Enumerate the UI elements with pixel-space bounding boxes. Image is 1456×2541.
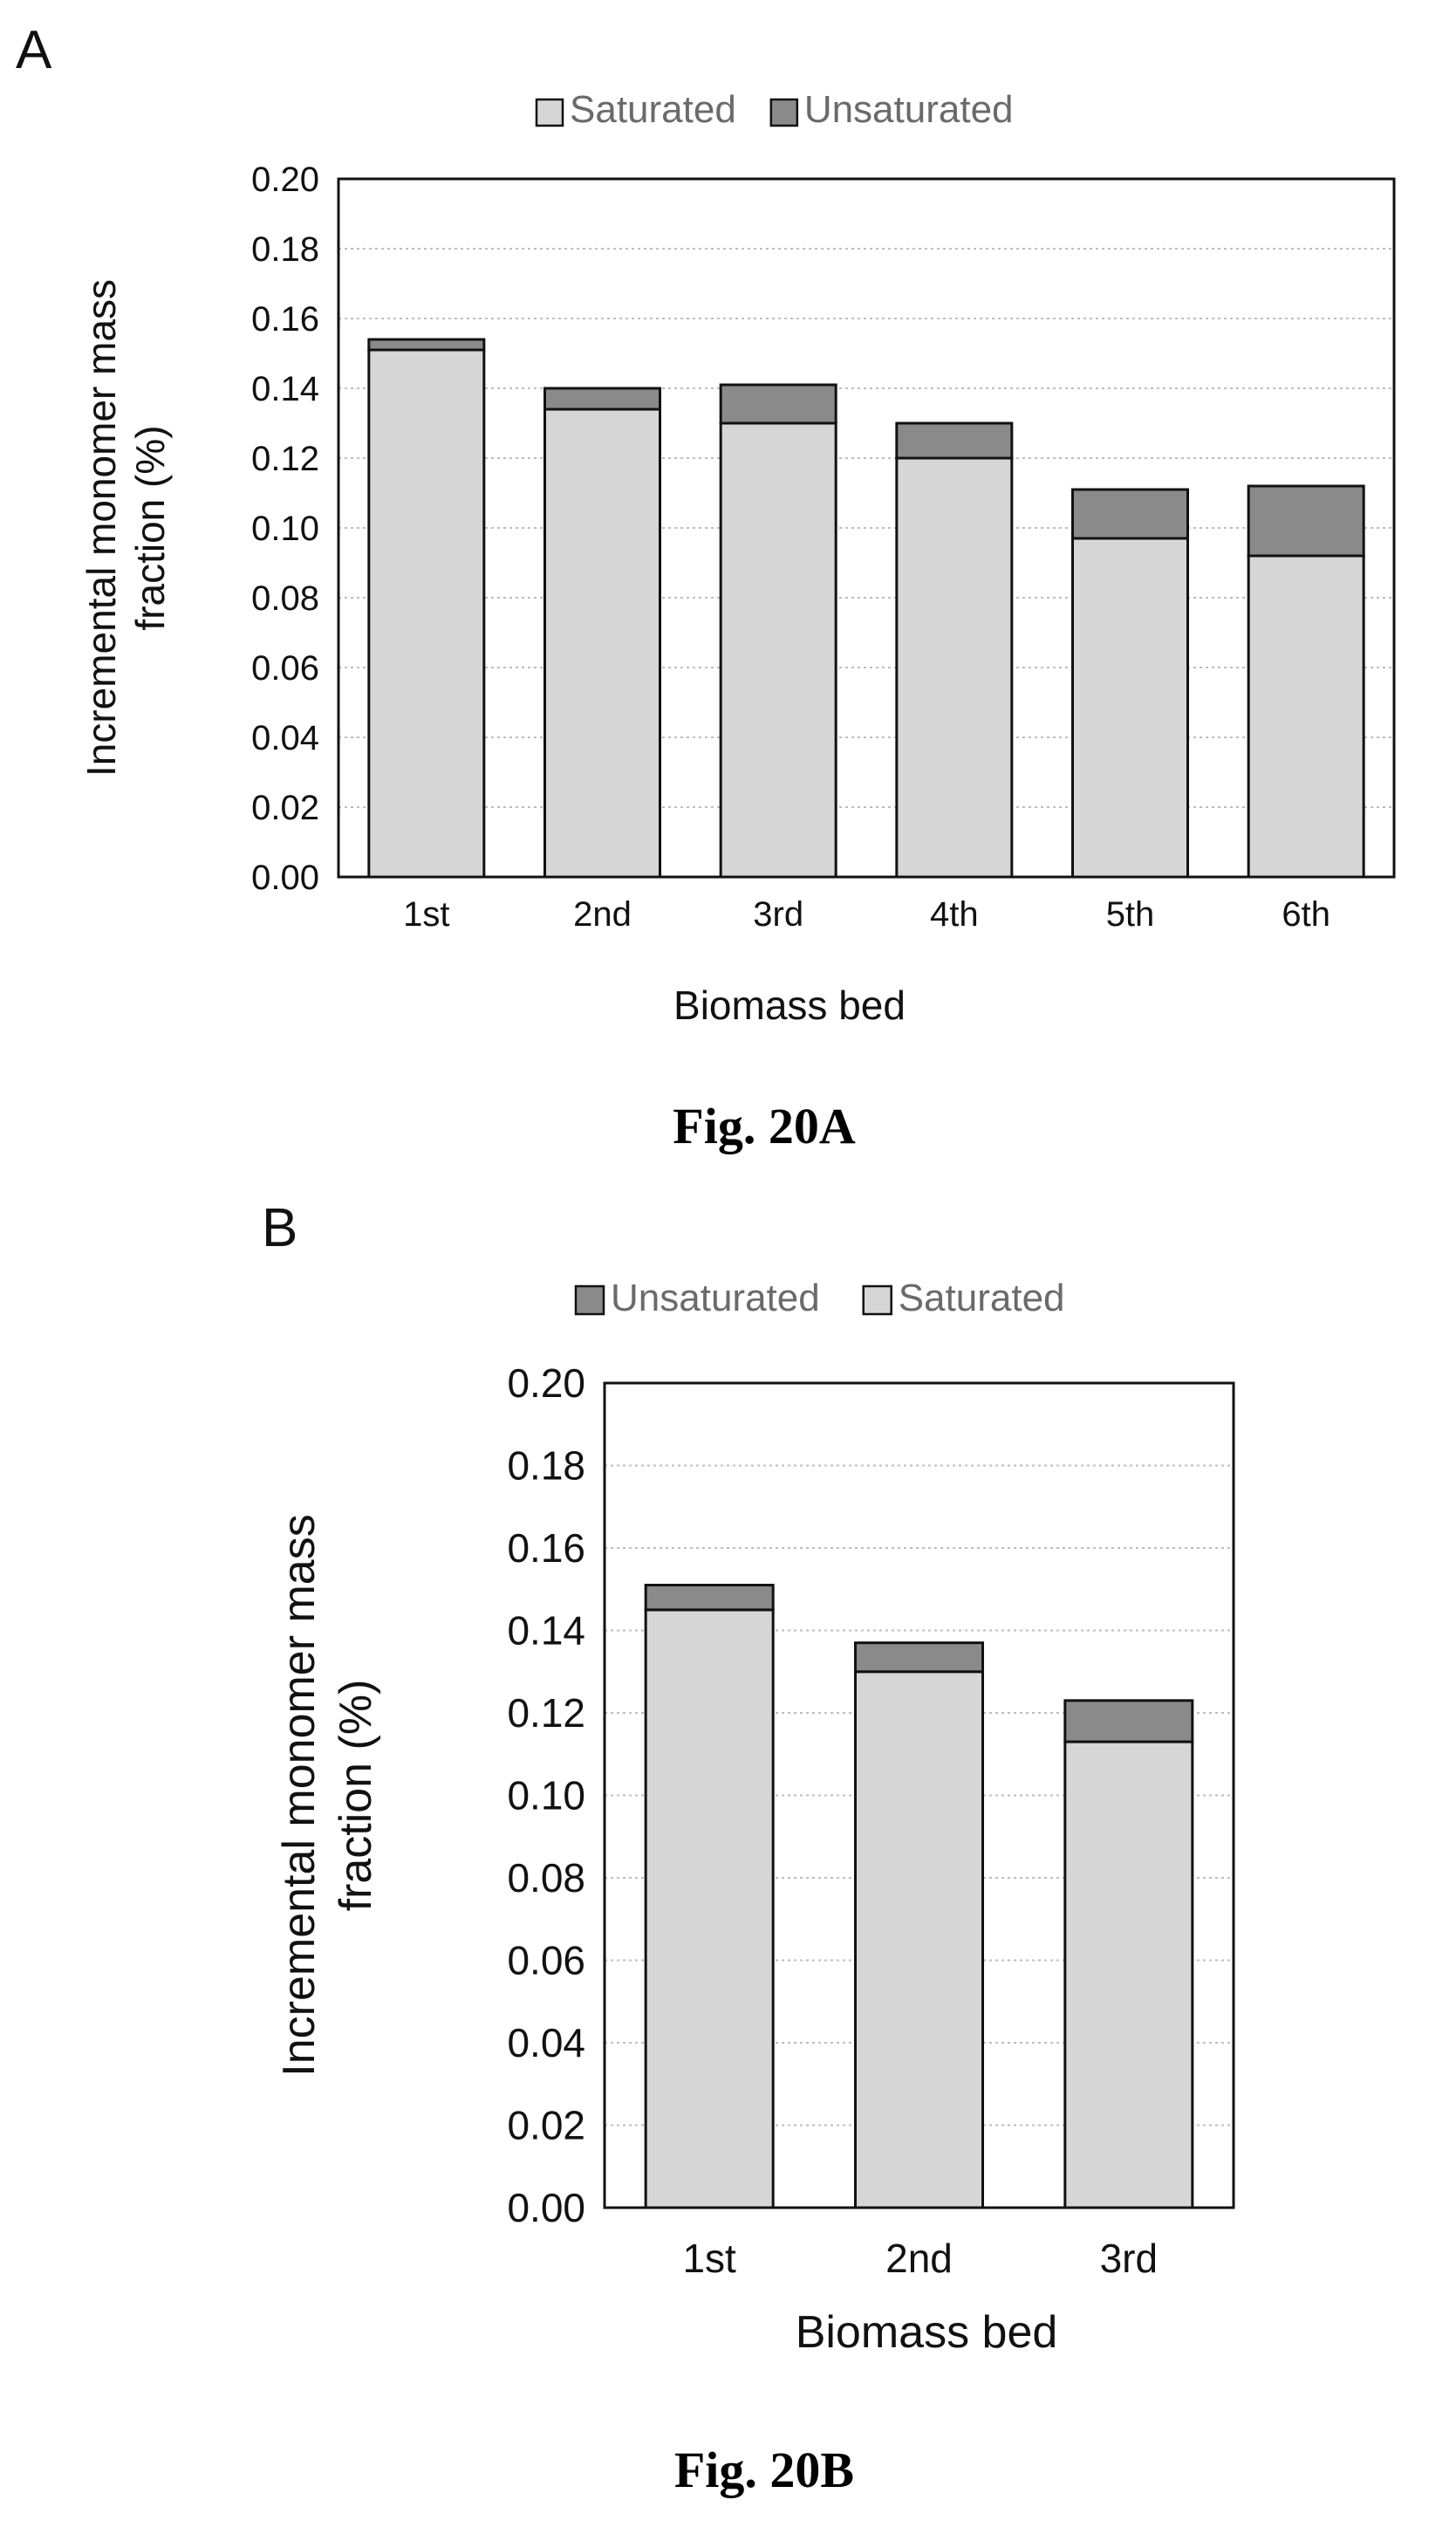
y-tick-label: 0.00 xyxy=(507,2185,585,2230)
legend-swatch-saturated xyxy=(862,1284,892,1316)
x-tick-label: 1st xyxy=(403,895,449,934)
bar-unsaturated-5th xyxy=(1071,488,1189,540)
y-tick-label: 0.04 xyxy=(507,2020,585,2065)
figure-caption-a: Fig. 20A xyxy=(673,1098,856,1154)
figure-caption-b: Fig. 20B xyxy=(674,2442,854,2498)
y-tick-label: 0.04 xyxy=(251,719,319,757)
y-tick-label: 0.06 xyxy=(507,1938,585,1983)
bar-saturated-6th xyxy=(1247,554,1365,879)
x-tick-label: 3rd xyxy=(1100,2236,1158,2281)
y-tick-label: 0.16 xyxy=(507,1525,585,1571)
bar-saturated-1st xyxy=(367,348,486,879)
legend-swatch-unsaturated xyxy=(574,1284,605,1316)
y-axis-title-line2-b: fraction (%) xyxy=(331,1680,381,1912)
y-tick-label: 0.20 xyxy=(507,1360,585,1406)
x-tick-label: 5th xyxy=(1106,895,1155,934)
panel-label-a: A xyxy=(16,20,52,80)
x-tick-label: 2nd xyxy=(885,2236,953,2281)
bar-unsaturated-3rd xyxy=(1063,1699,1194,1743)
y-tick-label: 0.12 xyxy=(507,1690,585,1736)
legend-swatch-unsaturated xyxy=(769,98,799,127)
x-ticks-b: 1st 2nd 3rd xyxy=(682,2236,1158,2281)
bar-unsaturated-2nd xyxy=(854,1641,984,1674)
y-tick-label: 0.14 xyxy=(251,370,319,408)
bar-saturated-4th xyxy=(895,456,1014,879)
x-tick-label: 2nd xyxy=(573,895,632,934)
bar-unsaturated-2nd xyxy=(543,387,661,411)
plot-frame-b xyxy=(603,1381,1235,2209)
legend-label-saturated: Saturated xyxy=(899,1277,1065,1319)
y-tick-label: 0.12 xyxy=(251,440,319,478)
legend-swatch-saturated xyxy=(535,98,564,127)
x-tick-label: 3rd xyxy=(753,895,803,934)
y-axis-title-line2-a: fraction (%) xyxy=(127,425,173,630)
bar-saturated-5th xyxy=(1071,537,1189,879)
y-tick-label: 0.08 xyxy=(507,1855,585,1901)
y-tick-label: 0.02 xyxy=(507,2103,585,2148)
x-axis-title-b: Biomass bed xyxy=(796,2307,1058,2358)
bars-a xyxy=(367,338,1365,879)
y-tick-label: 0.06 xyxy=(251,649,319,688)
y-tick-label: 0.02 xyxy=(251,789,319,827)
plot-frame-a xyxy=(337,177,1396,879)
y-axis-title-line1-b: Incremental monomer mass xyxy=(274,1514,325,2076)
legend-b: Unsaturated Saturated xyxy=(574,1277,1065,1319)
bar-unsaturated-1st xyxy=(367,338,486,352)
y-tick-label: 0.18 xyxy=(507,1443,585,1489)
y-tick-label: 0.18 xyxy=(251,230,319,269)
y-tick-label: 0.20 xyxy=(251,161,319,199)
legend-label-saturated: Saturated xyxy=(570,88,736,131)
y-tick-label: 0.10 xyxy=(507,1773,585,1818)
panel-label-b: B xyxy=(262,1198,297,1258)
y-ticks-b: 0.00 0.02 0.04 0.06 0.08 0.10 0.12 0.14 0.16 0.18… xyxy=(507,1360,585,2230)
bar-unsaturated-1st xyxy=(644,1584,775,1612)
bar-saturated-1st xyxy=(644,1608,775,2209)
bar-saturated-3rd xyxy=(1063,1740,1194,2209)
y-tick-label: 0.16 xyxy=(251,300,319,339)
y-ticks-a: 0.00 0.02 0.04 0.06 0.08 0.10 0.12 0.14 0.16 0.18… xyxy=(251,161,319,897)
x-ticks-a: 1st 2nd 3rd 4th 5th 6th xyxy=(403,895,1330,934)
y-axis-title-line1-a: Incremental monomer mass xyxy=(79,279,124,777)
bar-unsaturated-3rd xyxy=(719,383,837,425)
bar-unsaturated-4th xyxy=(895,421,1014,460)
bar-unsaturated-6th xyxy=(1247,484,1365,558)
x-tick-label: 4th xyxy=(930,895,979,934)
legend-a: Saturated Unsaturated xyxy=(535,88,1014,131)
gridlines-a xyxy=(338,248,1394,808)
legend-label-unsaturated: Unsaturated xyxy=(804,88,1014,131)
bar-saturated-2nd xyxy=(543,408,661,879)
x-tick-label: 6th xyxy=(1282,895,1330,934)
x-tick-label: 1st xyxy=(682,2236,736,2281)
y-tick-label: 0.10 xyxy=(251,510,319,548)
y-tick-label: 0.14 xyxy=(507,1608,585,1654)
y-tick-label: 0.08 xyxy=(251,579,319,618)
bar-saturated-2nd xyxy=(854,1670,984,2209)
bar-saturated-3rd xyxy=(719,421,837,879)
chart-panel-b: B Unsaturated Saturated 0.000.020.040.060… xyxy=(262,1198,1235,2498)
legend-label-unsaturated: Unsaturated xyxy=(611,1277,820,1319)
chart-panel-a: A Saturated Unsaturated 0.000.020.040.060… xyxy=(16,20,1396,1154)
bars-b xyxy=(644,1584,1194,2209)
y-tick-label: 0.00 xyxy=(251,859,319,897)
x-axis-title-a: Biomass bed xyxy=(673,983,906,1028)
